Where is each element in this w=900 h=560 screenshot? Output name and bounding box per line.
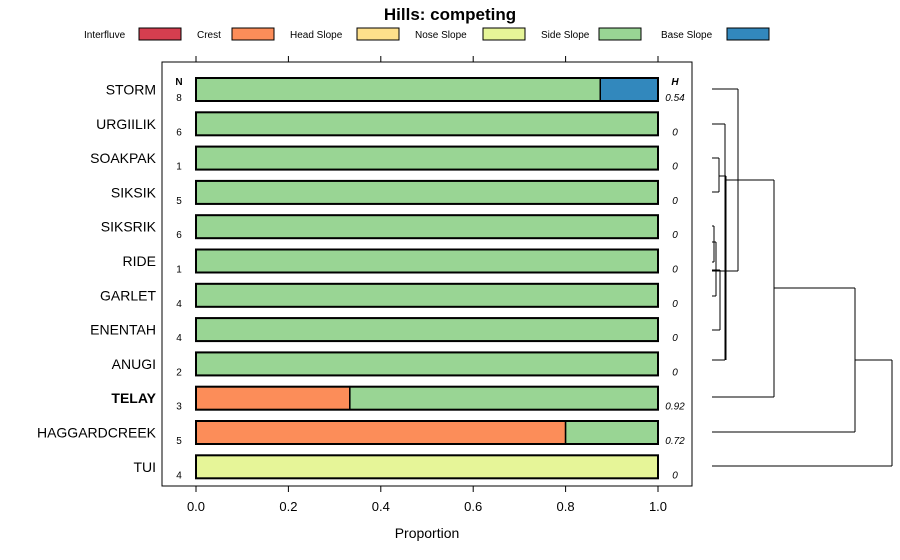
category-label-soakpak: SOAKPAK [90,150,157,166]
x-tick-label-4: 0.8 [557,499,575,514]
n-label-telay: 3 [176,402,182,413]
legend-swatch-base-slope [726,27,770,41]
bar-haggardcreek-crest [195,420,567,445]
legend-swatch-nose-slope [482,27,526,41]
x-axis: 0.0 0.2 0.4 0.6 0.8 1.0 [187,56,667,514]
bar-storm-side-slope [195,77,601,102]
n-label-storm: 8 [176,93,182,104]
category-label-enentah: ENENTAH [90,322,156,338]
bar-storm-base-slope [599,77,659,102]
legend: Interfluve Crest Head Slope Nose Slope Side … [84,27,770,41]
h-labels: 0.54 0 0 0 0 0 0 0 0 0.92 0.72 0 [665,93,685,481]
legend-label-base-slope: Base Slope [661,30,713,41]
category-label-telay: TELAY [111,390,156,406]
category-label-storm: STORM [106,82,156,98]
dendrogram [712,88,893,467]
h-label-siksik: 0 [672,196,678,207]
h-label-ride: 0 [672,265,678,276]
legend-swatch-interfluve [138,27,182,41]
bar-outline-haggardcreek [195,420,659,445]
x-axis-title: Proportion [395,525,460,541]
h-label-urgiilik: 0 [672,127,678,138]
n-label-siksik: 5 [176,196,182,207]
n-labels: 8 6 1 5 6 1 4 4 2 3 5 4 [176,93,182,481]
bar-telay-crest [195,385,351,411]
h-column-header: H [671,77,679,88]
bar-urgiilik-side-slope [195,111,659,137]
h-label-siksrik: 0 [672,230,678,241]
bar-outline-tui [195,454,659,480]
bar-outline-siksrik [195,214,659,240]
h-label-haggardcreek: 0.72 [665,436,685,447]
bar-outline-garlet [195,282,659,308]
x-tick-label-1: 0.2 [279,499,297,514]
category-label-anugi: ANUGI [112,356,156,372]
bar-siksik-side-slope [195,180,659,205]
legend-label-head-slope: Head Slope [290,30,343,41]
category-label-garlet: GARLET [100,287,156,303]
legend-label-interfluve: Interfluve [84,30,126,41]
bar-soakpak-side-slope [195,145,659,171]
n-label-soakpak: 1 [176,162,182,173]
bar-tui-nose-slope [195,454,659,480]
bar-garlet-side-slope [195,283,659,308]
h-label-soakpak: 0 [672,162,678,173]
bar-telay-side-slope [349,385,659,411]
bar-siksrik-side-slope [195,214,659,239]
bar-enentah-side-slope [195,317,659,342]
h-label-telay: 0.92 [665,402,685,413]
n-label-urgiilik: 6 [176,127,182,138]
n-label-tui: 4 [176,470,182,481]
n-label-anugi: 2 [176,367,182,378]
n-label-haggardcreek: 5 [176,436,182,447]
x-tick-label-3: 0.6 [464,499,482,514]
n-label-garlet: 4 [176,299,182,310]
h-label-garlet: 0 [672,299,678,310]
plot-frame [161,61,693,487]
n-label-enentah: 4 [176,333,182,344]
h-label-tui: 0 [672,470,678,481]
legend-label-side-slope: Side Slope [541,30,590,41]
h-label-anugi: 0 [672,367,678,378]
legend-swatch-side-slope [598,27,642,41]
category-label-ride: RIDE [123,253,156,269]
h-label-enentah: 0 [672,333,678,344]
bar-outline-storm [195,77,659,102]
bar-outline-urgiilik [195,111,659,137]
legend-label-crest: Crest [197,30,221,41]
bar-outline-anugi [195,351,659,377]
legend-label-nose-slope: Nose Slope [415,30,467,41]
category-label-siksik: SIKSIK [111,184,157,200]
bar-outline-telay [195,385,659,411]
n-label-siksrik: 6 [176,230,182,241]
h-label-storm: 0.54 [665,93,685,104]
bar-outline-siksik [195,179,659,205]
category-label-tui: TUI [133,459,156,475]
category-label-urgiilik: URGIILIK [96,116,157,132]
bars-group [195,77,659,480]
bar-outline-ride [195,248,659,274]
category-labels: STORM URGIILIK SOAKPAK SIKSIK SIKSRIK RIDE GAR… [37,82,157,475]
bar-anugi-side-slope [195,351,659,377]
legend-swatch-crest [231,27,275,41]
category-label-haggardcreek: HAGGARDCREEK [37,425,157,441]
bar-outline-soakpak [195,145,659,171]
legend-swatch-head-slope [356,27,400,41]
x-tick-label-0: 0.0 [187,499,205,514]
bar-haggardcreek-side-slope [564,420,659,445]
bar-ride-side-slope [195,248,659,274]
category-label-siksrik: SIKSRIK [101,219,157,235]
bar-outline-enentah [195,317,659,343]
n-column-header: N [175,77,182,88]
chart-title: Hills: competing [384,5,516,24]
x-tick-label-2: 0.4 [372,499,390,514]
n-label-ride: 1 [176,265,182,276]
x-tick-label-5: 1.0 [649,499,667,514]
